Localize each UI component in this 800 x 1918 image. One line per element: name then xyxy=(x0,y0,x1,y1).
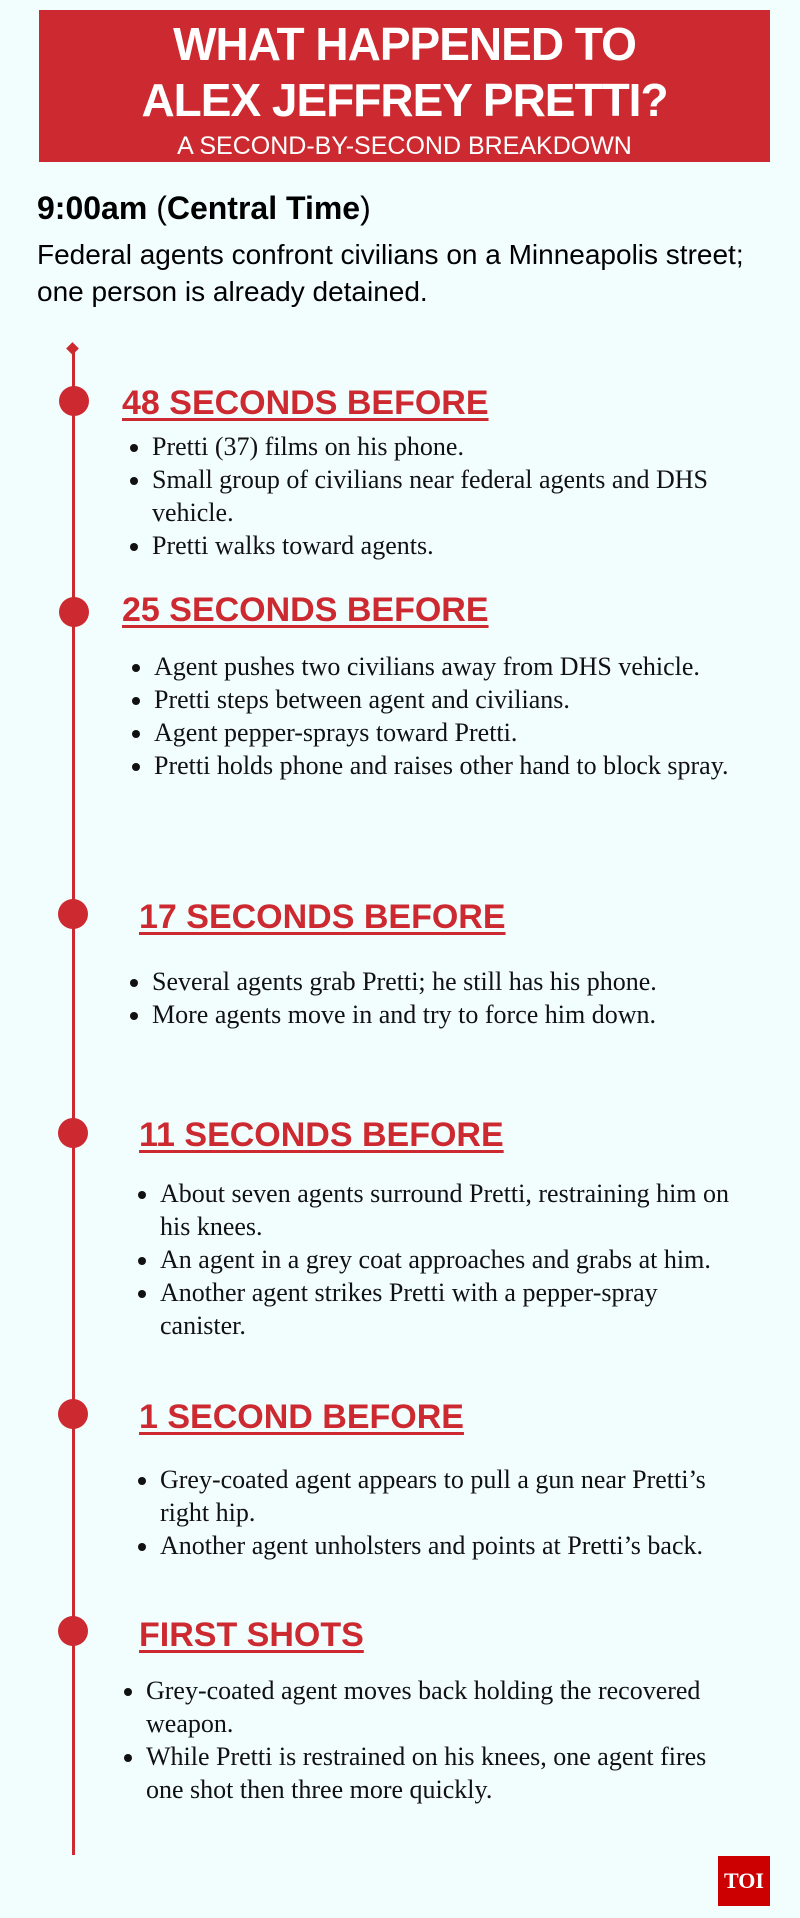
timeline-bullet-list: About seven agents surround Pretti, rest… xyxy=(130,1177,750,1342)
timeline-bullet-list: Pretti (37) films on his phone.Small gro… xyxy=(122,430,742,562)
bullet-item: More agents move in and try to force him… xyxy=(152,998,742,1031)
timeline-dot xyxy=(59,386,89,416)
bullet-item: Another agent strikes Pretti with a pepp… xyxy=(160,1276,750,1342)
timeline-bullet-list: Several agents grab Pretti; he still has… xyxy=(122,965,742,1031)
bullet-item: Several agents grab Pretti; he still has… xyxy=(152,965,742,998)
timeline-start-marker xyxy=(66,342,79,355)
timeline-dot xyxy=(58,1118,88,1148)
toi-logo: TOI xyxy=(718,1856,770,1906)
timeline-dot xyxy=(58,899,88,929)
bullet-item: Pretti (37) films on his phone. xyxy=(152,430,742,463)
intro-time: 9:00am (Central Time) xyxy=(37,190,371,226)
bullet-item: Small group of civilians near federal ag… xyxy=(152,463,742,529)
timeline-heading: 17 SECONDS BEFORE xyxy=(139,898,506,936)
title-line-2: ALEX JEFFREY PRETTI? xyxy=(141,74,668,126)
timeline-bullet-list: Agent pushes two civilians away from DHS… xyxy=(124,650,744,782)
title-banner: WHAT HAPPENED TO ALEX JEFFREY PRETTI? A … xyxy=(39,10,770,162)
timeline-dot xyxy=(58,1616,88,1646)
timeline-heading: 1 SECOND BEFORE xyxy=(139,1398,464,1436)
time-zone: Central Time xyxy=(166,190,361,226)
bullet-item: Grey-coated agent moves back holding the… xyxy=(146,1674,736,1740)
bullet-item: Another agent unholsters and points at P… xyxy=(160,1529,750,1562)
timeline-heading: 25 SECONDS BEFORE xyxy=(122,591,489,629)
bullet-item: Agent pushes two civilians away from DHS… xyxy=(154,650,744,683)
bullet-item: Pretti holds phone and raises other hand… xyxy=(154,749,744,782)
bullet-item: While Pretti is restrained on his knees,… xyxy=(146,1740,736,1806)
bullet-item: Pretti steps between agent and civilians… xyxy=(154,683,744,716)
timeline-bullet-list: Grey-coated agent appears to pull a gun … xyxy=(130,1463,750,1562)
timeline-bullet-list: Grey-coated agent moves back holding the… xyxy=(116,1674,736,1806)
title-line-1: WHAT HAPPENED TO xyxy=(173,18,637,70)
bullet-item: About seven agents surround Pretti, rest… xyxy=(160,1177,750,1243)
subtitle: A SECOND-BY-SECOND BREAKDOWN xyxy=(177,132,632,160)
time-value: 9:00am xyxy=(37,190,148,226)
timeline-heading: FIRST SHOTS xyxy=(139,1616,364,1654)
bullet-item: Grey-coated agent appears to pull a gun … xyxy=(160,1463,750,1529)
timeline-heading: 48 SECONDS BEFORE xyxy=(122,384,489,422)
bullet-item: Agent pepper-sprays toward Pretti. xyxy=(154,716,744,749)
timeline-line xyxy=(72,350,75,1855)
timeline-heading: 11 SECONDS BEFORE xyxy=(139,1116,504,1154)
timeline-dot xyxy=(58,1399,88,1429)
intro-description: Federal agents confront civilians on a M… xyxy=(37,239,744,307)
bullet-item: Pretti walks toward agents. xyxy=(152,529,742,562)
timeline-dot xyxy=(59,597,89,627)
bullet-item: An agent in a grey coat approaches and g… xyxy=(160,1243,750,1276)
